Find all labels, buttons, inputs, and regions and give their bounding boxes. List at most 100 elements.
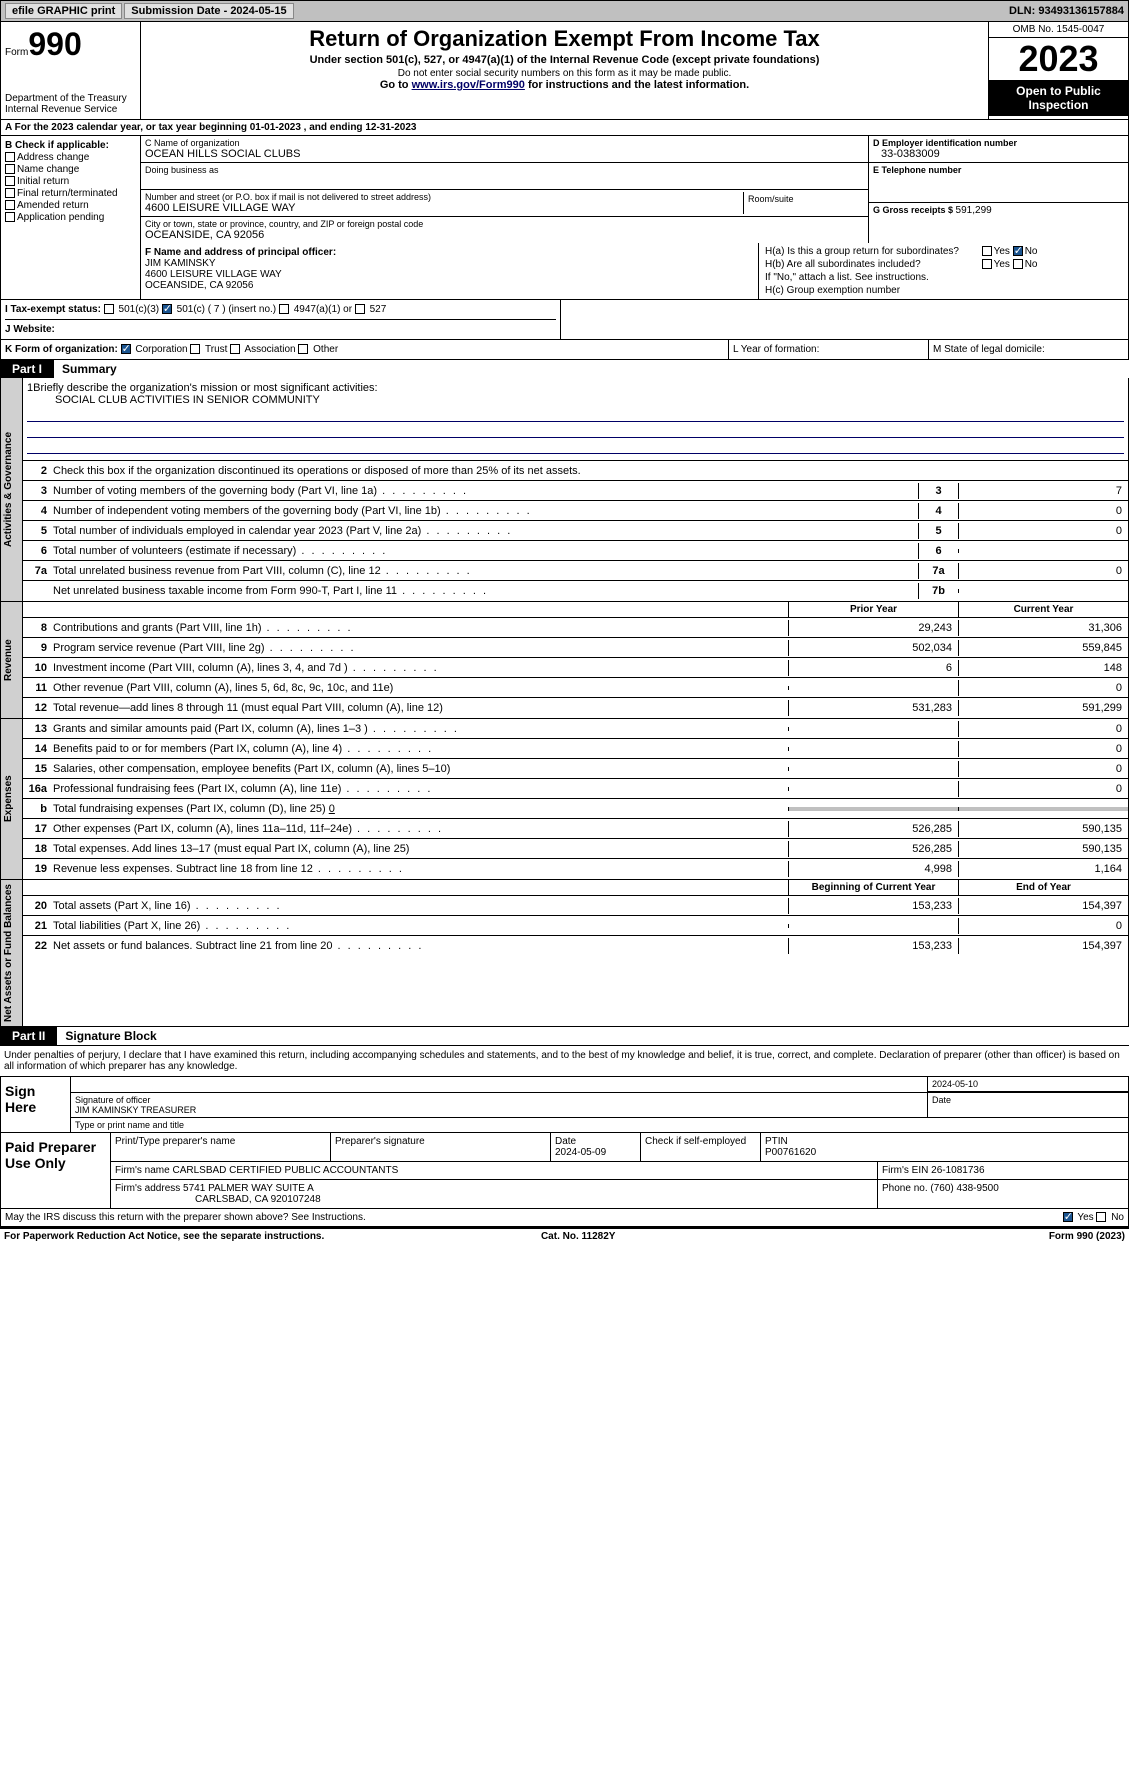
summary-netassets: Net Assets or Fund Balances Beginning of… (0, 880, 1129, 1027)
checkbox-501c[interactable] (162, 304, 172, 314)
room-suite-label: Room/suite (744, 192, 864, 214)
form-title: Return of Organization Exempt From Incom… (145, 26, 984, 52)
line16a-prior (788, 787, 958, 791)
officer-addr1: 4600 LEISURE VILLAGE WAY (145, 269, 754, 280)
line14-curr: 0 (958, 741, 1128, 757)
line10-curr: 148 (958, 660, 1128, 676)
line13-prior (788, 727, 958, 731)
street-address: 4600 LEISURE VILLAGE WAY (145, 202, 743, 214)
sig-date-top: 2024-05-10 (928, 1077, 1128, 1092)
top-bar: efile GRAPHIC print Submission Date - 20… (0, 0, 1129, 22)
form-header: Form 990 Department of the Treasury Inte… (0, 22, 1129, 120)
signature-block: Sign Here 2024-05-10 Signature of office… (0, 1076, 1129, 1133)
summary-expenses: Expenses 13Grants and similar amounts pa… (0, 719, 1129, 880)
vtab-netassets: Net Assets or Fund Balances (1, 880, 23, 1026)
line16a-curr: 0 (958, 781, 1128, 797)
checkbox-pending[interactable] (5, 212, 15, 222)
footer-left: For Paperwork Reduction Act Notice, see … (4, 1231, 324, 1242)
state-domicile: M State of legal domicile: (928, 340, 1128, 359)
line9-curr: 559,845 (958, 640, 1128, 656)
vtab-expenses: Expenses (1, 719, 23, 879)
irs-link[interactable]: www.irs.gov/Form990 (412, 79, 525, 91)
dept-label: Department of the Treasury Internal Reve… (5, 93, 136, 115)
checkbox-527[interactable] (355, 304, 365, 314)
year-formation: L Year of formation: (728, 340, 928, 359)
row-a-tax-year: A For the 2023 calendar year, or tax yea… (0, 120, 1129, 136)
line16b-val: 0 (329, 803, 335, 815)
checkbox-discuss-no[interactable] (1096, 1212, 1106, 1222)
checkbox-4947[interactable] (279, 304, 289, 314)
officer-addr2: OCEANSIDE, CA 92056 (145, 280, 754, 291)
checkbox-ha-yes[interactable] (982, 246, 992, 256)
form-subtitle-2: Do not enter social security numbers on … (145, 68, 984, 79)
line14-prior (788, 747, 958, 751)
ptin-value: P00761620 (765, 1147, 816, 1158)
line5-val: 0 (958, 523, 1128, 539)
checkbox-corp[interactable] (121, 344, 131, 354)
box-d-e-g: D Employer identification number 33-0383… (868, 136, 1128, 243)
checkbox-discuss-yes[interactable] (1063, 1212, 1073, 1222)
summary-governance: Activities & Governance 1Briefly describ… (0, 378, 1129, 602)
checkbox-amended[interactable] (5, 200, 15, 210)
section-b-c-d: B Check if applicable: Address change Na… (0, 136, 1129, 243)
line17-curr: 590,135 (958, 821, 1128, 837)
checkbox-ha-no[interactable] (1013, 246, 1023, 256)
line22-end: 154,397 (958, 938, 1128, 954)
row-k-l-m: K Form of organization: Corporation Trus… (0, 340, 1129, 360)
checkbox-hb-yes[interactable] (982, 259, 992, 269)
officer-name: JIM KAMINSKY (145, 258, 754, 269)
line19-prior: 4,998 (788, 861, 958, 877)
website-label: J Website: (5, 324, 55, 335)
line9-prior: 502,034 (788, 640, 958, 656)
form-number: Form 990 (5, 26, 136, 63)
line20-begin: 153,233 (788, 898, 958, 914)
firm-ein: 26-1081736 (931, 1165, 984, 1176)
checkbox-initial-return[interactable] (5, 176, 15, 186)
efile-print-button[interactable]: efile GRAPHIC print (5, 3, 122, 19)
checkbox-hb-no[interactable] (1013, 259, 1023, 269)
submission-date-button[interactable]: Submission Date - 2024-05-15 (124, 3, 293, 19)
officer-name-title: JIM KAMINSKY TREASURER (75, 1105, 923, 1115)
checkbox-trust[interactable] (190, 344, 200, 354)
part1-header: Part I Summary (0, 360, 1129, 378)
line8-prior: 29,243 (788, 620, 958, 636)
box-b: B Check if applicable: Address change Na… (1, 136, 141, 243)
part2-header: Part II Signature Block (0, 1027, 1129, 1045)
tax-year: 2023 (989, 38, 1128, 80)
line18-curr: 590,135 (958, 841, 1128, 857)
line3-val: 7 (958, 483, 1128, 499)
line7a-val: 0 (958, 563, 1128, 579)
line7b-val (958, 589, 1128, 593)
line18-prior: 526,285 (788, 841, 958, 857)
checkbox-final-return[interactable] (5, 188, 15, 198)
box-c: C Name of organization OCEAN HILLS SOCIA… (141, 136, 868, 243)
firm-name: CARLSBAD CERTIFIED PUBLIC ACCOUNTANTS (172, 1165, 398, 1176)
row-i-j: I Tax-exempt status: 501(c)(3) 501(c) ( … (0, 300, 1129, 340)
form-subtitle-1: Under section 501(c), 527, or 4947(a)(1)… (145, 54, 984, 66)
firm-addr1: 5741 PALMER WAY SUITE A (183, 1183, 314, 1194)
ein-value: 33-0383009 (873, 148, 1124, 160)
checkbox-other[interactable] (298, 344, 308, 354)
checkbox-name-change[interactable] (5, 164, 15, 174)
line6-val (958, 549, 1128, 553)
line8-curr: 31,306 (958, 620, 1128, 636)
line20-end: 154,397 (958, 898, 1128, 914)
checkbox-501c3[interactable] (104, 304, 114, 314)
prep-date: 2024-05-09 (555, 1147, 606, 1158)
firm-phone: (760) 438-9500 (930, 1183, 998, 1194)
footer-right: Form 990 (2023) (1049, 1231, 1125, 1242)
line11-prior (788, 686, 958, 690)
summary-revenue: Revenue Prior YearCurrent Year 8Contribu… (0, 602, 1129, 719)
checkbox-assoc[interactable] (230, 344, 240, 354)
checkbox-address-change[interactable] (5, 152, 15, 162)
mission-text: SOCIAL CLUB ACTIVITIES IN SENIOR COMMUNI… (27, 394, 1124, 406)
vtab-governance: Activities & Governance (1, 378, 23, 601)
line21-end: 0 (958, 918, 1128, 934)
open-public-badge: Open to Public Inspection (989, 80, 1128, 116)
line21-begin (788, 924, 958, 928)
line13-curr: 0 (958, 721, 1128, 737)
line11-curr: 0 (958, 680, 1128, 696)
preparer-block: Paid Preparer Use Only Print/Type prepar… (0, 1133, 1129, 1209)
line22-begin: 153,233 (788, 938, 958, 954)
city-state-zip: OCEANSIDE, CA 92056 (145, 229, 864, 241)
